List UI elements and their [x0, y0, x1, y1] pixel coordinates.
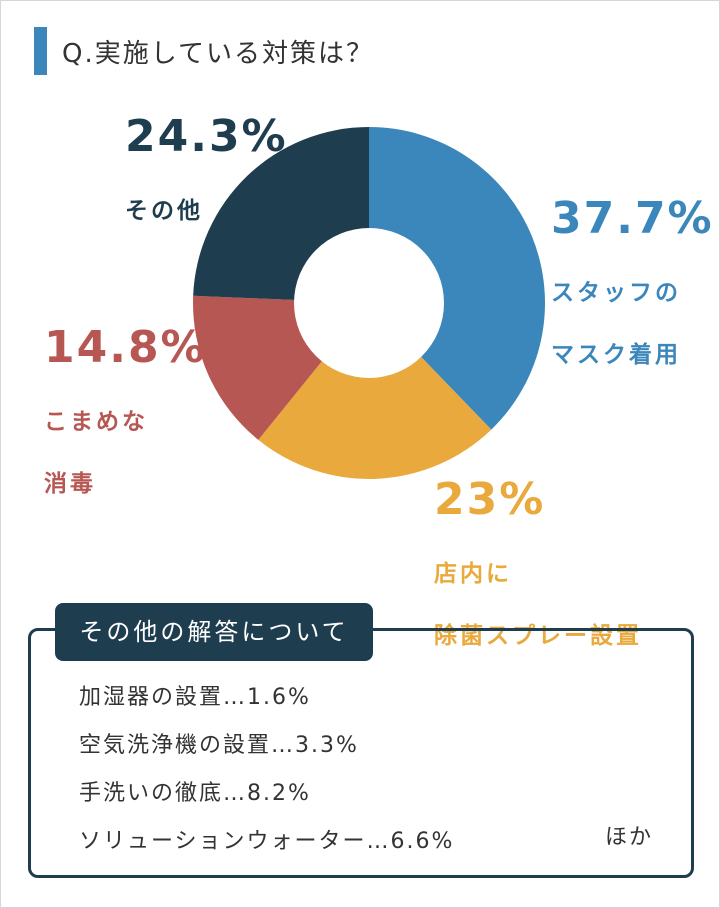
slice-name-other: その他 [125, 165, 288, 258]
slice-label-sanitizer: 23% 店内に 除菌スプレー設置 [434, 478, 642, 683]
slice-label-disinfection: 14.8% こまめな 消毒 [44, 326, 207, 531]
slice-name-staff-mask: スタッフの マスク着用 [551, 247, 714, 402]
slice-value-disinfection: 14.8% [44, 322, 207, 373]
donut-chart [192, 127, 545, 480]
slice-sanitizer [258, 303, 492, 480]
slice-name-sanitizer-line1: 店内に [434, 561, 512, 588]
slice-value-other: 24.3% [125, 111, 288, 162]
slice-label-other: 24.3% その他 [125, 115, 288, 258]
slice-name-disinfection: こまめな 消毒 [44, 376, 207, 531]
slice-staff-mask [369, 127, 545, 430]
others-suffix: ほか [605, 825, 654, 850]
others-item: ソリューションウォーター…6.6% [79, 829, 455, 854]
donut-hole [294, 228, 444, 378]
slice-name-sanitizer: 店内に 除菌スプレー設置 [434, 528, 642, 683]
slice-name-other-line1: その他 [125, 198, 203, 225]
others-item: 空気洗浄機の設置…3.3% [79, 733, 359, 758]
others-item: 手洗いの徹底…8.2% [79, 781, 311, 806]
slice-name-disinfection-line2: 消毒 [44, 471, 96, 498]
others-title: その他の解答について [55, 603, 373, 661]
accent-bar [34, 27, 47, 75]
slice-name-staff-mask-line2: マスク着用 [551, 342, 681, 369]
slice-label-staff-mask: 37.7% スタッフの マスク着用 [551, 197, 714, 402]
slice-value-sanitizer: 23% [434, 474, 546, 525]
slice-name-sanitizer-line2: 除菌スプレー設置 [434, 623, 642, 650]
slice-value-staff-mask: 37.7% [551, 193, 714, 244]
others-list: 加湿器の設置…1.6% 空気洗浄機の設置…3.3% 手洗いの徹底…8.2% ソリ… [79, 679, 454, 871]
question-title: Q.実施している対策は？ [62, 39, 374, 69]
slice-name-staff-mask-line1: スタッフの [551, 280, 681, 307]
slice-name-disinfection-line1: こまめな [44, 409, 148, 436]
others-item: 加湿器の設置…1.6% [79, 685, 311, 710]
donut-slices [192, 127, 545, 480]
